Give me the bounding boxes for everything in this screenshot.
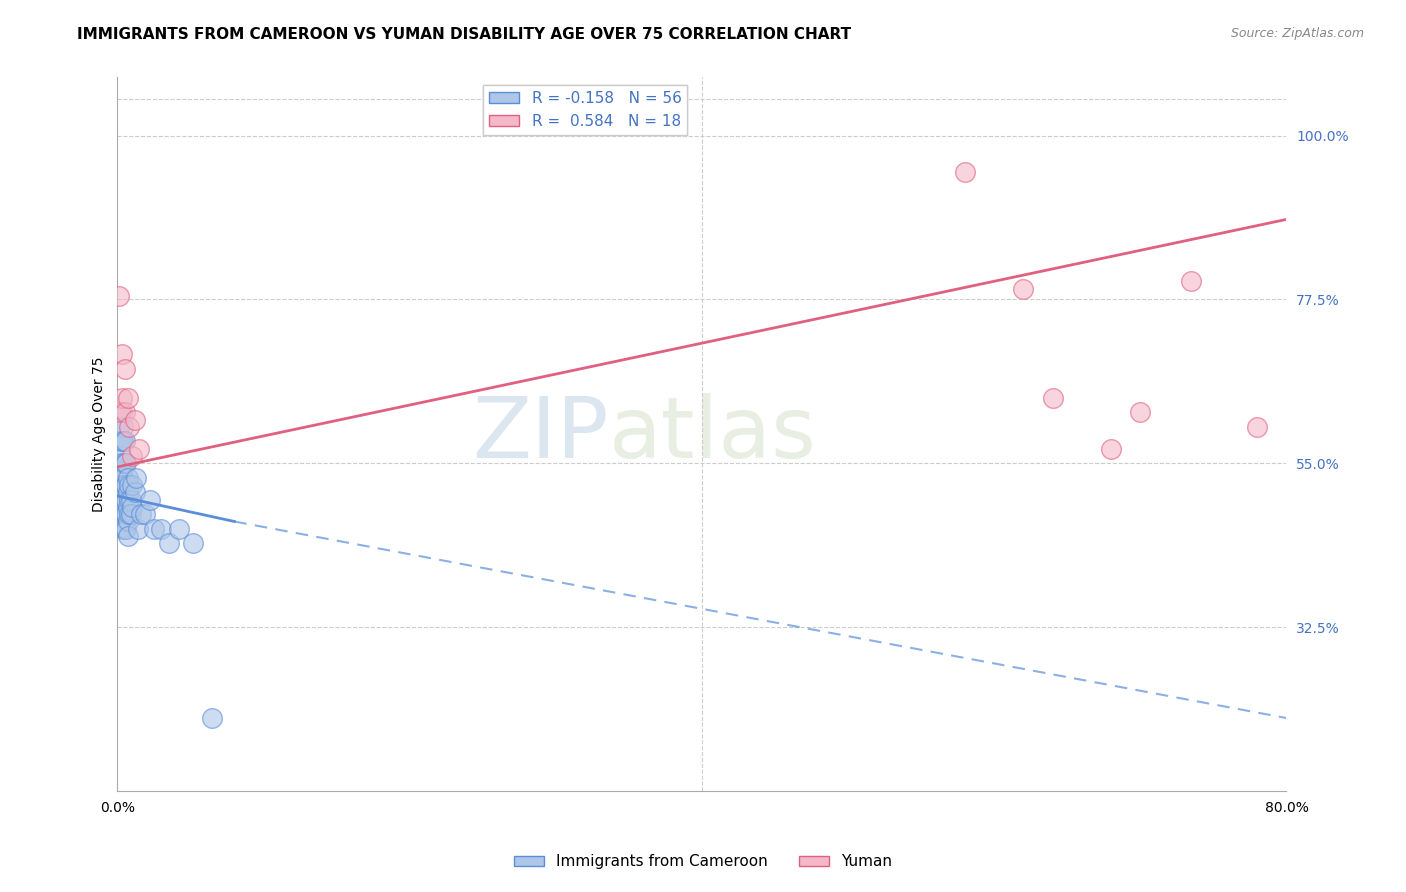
Point [110, 434, 132, 449]
Point [112, 471, 135, 485]
Point [1180, 274, 1202, 288]
Point [150, 522, 173, 536]
Point [1246, 420, 1268, 434]
Legend: Immigrants from Cameroon, Yuman: Immigrants from Cameroon, Yuman [508, 848, 898, 875]
Point [115, 507, 138, 521]
Text: atlas: atlas [609, 392, 817, 475]
Point [111, 464, 134, 478]
Point [112, 515, 135, 529]
Point [183, 536, 205, 550]
Point [167, 522, 190, 536]
Point [1129, 405, 1152, 419]
Point [110, 478, 132, 492]
Point [110, 464, 132, 478]
Point [120, 492, 142, 507]
Point [117, 500, 139, 514]
Point [114, 522, 136, 536]
Point [115, 492, 138, 507]
Point [118, 420, 141, 434]
Point [117, 391, 139, 405]
Text: ZIP: ZIP [472, 392, 609, 475]
Point [111, 478, 134, 492]
Point [117, 485, 139, 500]
Point [110, 449, 132, 463]
Point [111, 507, 134, 521]
Point [124, 412, 146, 426]
Point [129, 507, 152, 521]
Point [1099, 442, 1122, 456]
Point [108, 478, 131, 492]
Point [134, 507, 156, 521]
Text: Source: ZipAtlas.com: Source: ZipAtlas.com [1230, 27, 1364, 40]
Point [121, 478, 143, 492]
Point [114, 507, 136, 521]
Point [114, 478, 136, 492]
Point [111, 391, 134, 405]
Point [112, 485, 135, 500]
Point [128, 442, 150, 456]
Point [121, 449, 143, 463]
Point [121, 500, 143, 514]
Point [117, 471, 139, 485]
Y-axis label: Disability Age Over 75: Disability Age Over 75 [93, 357, 107, 512]
Point [117, 515, 139, 529]
Point [118, 478, 141, 492]
Point [114, 492, 136, 507]
Point [111, 405, 134, 419]
Point [108, 289, 131, 303]
Point [125, 471, 148, 485]
Point [108, 420, 131, 434]
Point [115, 478, 138, 492]
Point [115, 522, 138, 536]
Point [111, 347, 134, 361]
Point [111, 434, 134, 449]
Point [114, 405, 136, 419]
Point [138, 492, 160, 507]
Point [1042, 391, 1064, 405]
Point [124, 485, 146, 500]
Point [110, 405, 132, 419]
Point [118, 507, 141, 521]
Point [201, 711, 224, 725]
Point [115, 456, 138, 470]
Point [114, 434, 136, 449]
Point [112, 522, 135, 536]
Point [120, 507, 142, 521]
Legend: R = -0.158   N = 56, R =  0.584   N = 18: R = -0.158 N = 56, R = 0.584 N = 18 [482, 85, 688, 135]
Point [112, 420, 135, 434]
Point [112, 500, 135, 514]
Point [953, 165, 976, 179]
Point [127, 522, 149, 536]
Point [157, 536, 180, 550]
Point [111, 492, 134, 507]
Point [118, 492, 141, 507]
Point [143, 522, 166, 536]
Point [114, 456, 136, 470]
Point [114, 361, 136, 376]
Point [117, 529, 139, 543]
Point [108, 456, 131, 470]
Point [112, 456, 135, 470]
Text: IMMIGRANTS FROM CAMEROON VS YUMAN DISABILITY AGE OVER 75 CORRELATION CHART: IMMIGRANTS FROM CAMEROON VS YUMAN DISABI… [77, 27, 852, 42]
Point [1012, 281, 1035, 295]
Point [112, 434, 135, 449]
